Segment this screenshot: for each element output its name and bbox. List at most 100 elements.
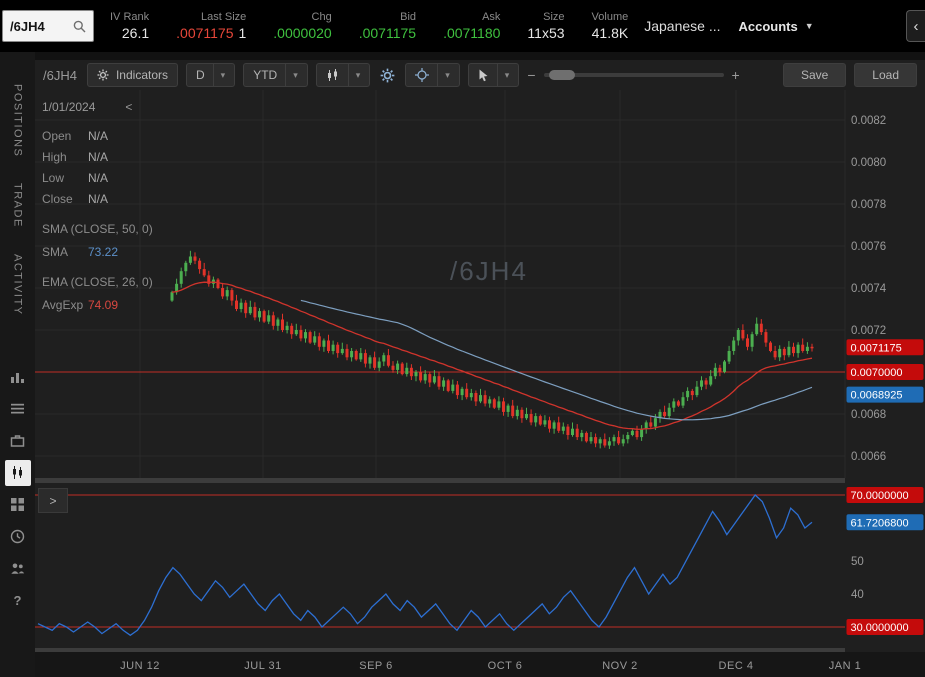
- price-chart-canvas[interactable]: /6JH4 0.0082 0.0080 0.0078 0.0076 0.0074 0.007…: [35, 90, 925, 677]
- svg-text:0.0072: 0.0072: [851, 325, 886, 337]
- svg-text:0.0080: 0.0080: [851, 157, 886, 169]
- sma-header: SMA (CLOSE, 50, 0): [42, 222, 153, 236]
- indicators-label: Indicators: [115, 68, 168, 82]
- people-icon[interactable]: [5, 556, 31, 582]
- symbol-search[interactable]: /6JH4: [2, 10, 94, 42]
- ohlc-close-row: Close N/A: [42, 192, 109, 206]
- sma-line: [300, 299, 813, 421]
- chevron-down-icon: ▾: [496, 64, 509, 86]
- range-value: YTD: [253, 68, 278, 82]
- cursor-tool-dropdown[interactable]: ▾: [467, 63, 520, 87]
- svg-text:40: 40: [851, 589, 864, 601]
- date-step-back-button[interactable]: <: [125, 100, 133, 114]
- time-axis-label: JAN 1: [829, 660, 861, 672]
- stat-label: Size: [543, 11, 565, 23]
- panel-divider[interactable]: [35, 648, 845, 652]
- time-axis-label: JUL 31: [244, 660, 281, 672]
- axis-price-flag: 0.0070000: [846, 364, 924, 380]
- sma-value: 73.22: [88, 245, 119, 259]
- candlestick-series: [170, 250, 814, 449]
- sidebar-tab-activity[interactable]: ACTIVITY: [11, 254, 24, 316]
- sidebar-tabs: POSITIONS TRADE ACTIVITY: [12, 84, 24, 342]
- stat-iv-rank: IV Rank 26.1: [110, 11, 149, 41]
- svg-text:0.0074: 0.0074: [851, 283, 887, 295]
- chevron-down-icon: ▾: [285, 64, 298, 86]
- stat-label: IV Rank: [110, 11, 150, 23]
- zoom-in-button[interactable]: +: [731, 67, 740, 83]
- cursor-icon: [479, 69, 488, 81]
- ema-value-row: AvgExp 74.09: [42, 298, 119, 312]
- crosshair-dropdown[interactable]: ▾: [405, 63, 460, 87]
- time-axis-strip: [35, 652, 925, 677]
- axis-price-flag: 61.7206800: [846, 514, 924, 531]
- load-label: Load: [872, 68, 899, 82]
- indicator-panel-expander[interactable]: >: [38, 488, 68, 513]
- sidebar-tab-positions[interactable]: POSITIONS: [11, 84, 24, 158]
- axis-price-flag: 0.0068925: [846, 386, 924, 403]
- stat-value: .0000020: [273, 25, 332, 41]
- watchlist-icon[interactable]: [5, 396, 31, 422]
- indicators-button[interactable]: Indicators: [86, 63, 178, 87]
- rsi-panel: [35, 494, 845, 637]
- svg-text:?: ?: [14, 593, 22, 608]
- stat-volume: Volume 41.8K: [592, 11, 629, 41]
- left-sidebar: POSITIONS TRADE ACTIVITY ?: [0, 52, 35, 677]
- history-clock-icon[interactable]: [5, 524, 31, 550]
- accounts-menu[interactable]: Accounts ▼: [739, 19, 814, 34]
- stat-value: 41.8K: [591, 25, 629, 41]
- chart-toolbar: /6JH4 Indicators D ▾: [35, 60, 925, 90]
- briefcase-icon[interactable]: [5, 428, 31, 454]
- stat-value: .0071175 1: [176, 25, 247, 41]
- stat-value: 11x53: [527, 25, 565, 41]
- svg-text:30.0000000: 30.0000000: [851, 622, 909, 634]
- chevron-down-icon: ▾: [347, 64, 360, 86]
- stat-value: 26.1: [121, 25, 150, 41]
- chart-grid: [35, 90, 846, 478]
- svg-text:61.7206800: 61.7206800: [851, 517, 909, 529]
- watermark: /6JH4: [450, 256, 528, 286]
- timeframe-dropdown[interactable]: D ▾: [186, 63, 236, 87]
- collapse-panel-button[interactable]: ‹: [906, 10, 925, 42]
- save-button[interactable]: Save: [782, 63, 847, 87]
- stat-label: Ask: [482, 11, 501, 23]
- ohlc-low-row: Low N/A: [42, 171, 109, 185]
- stat-value: .0071180: [443, 25, 501, 41]
- timeframe-value: D: [196, 68, 205, 82]
- ema-header: EMA (CLOSE, 26, 0): [42, 275, 153, 289]
- candlestick-chart-icon[interactable]: [4, 459, 31, 486]
- stat-ask: Ask .0071180: [443, 11, 500, 41]
- svg-text:0.0068: 0.0068: [851, 409, 886, 421]
- stat-label: Chg: [311, 11, 332, 23]
- stat-label: Volume: [591, 11, 629, 23]
- help-icon[interactable]: ?: [5, 588, 31, 614]
- quote-bars-icon[interactable]: [5, 364, 31, 390]
- zoom-out-button[interactable]: −: [527, 67, 536, 83]
- sidebar-tab-trade[interactable]: TRADE: [11, 183, 24, 229]
- time-axis-label: JUN 12: [120, 660, 160, 672]
- load-button[interactable]: Load: [854, 63, 917, 87]
- sma-value-row: SMA 73.22: [42, 245, 119, 259]
- instrument-name: Japanese ...: [644, 18, 721, 34]
- grid-icon[interactable]: [5, 492, 31, 518]
- svg-text:0.0070000: 0.0070000: [851, 367, 903, 379]
- stat-extra: 1: [238, 25, 247, 41]
- ohlc-open-row: Open N/A: [42, 129, 109, 143]
- quote-stats: IV Rank 26.1 Last Size .0071175 1 Chg .0000020…: [110, 11, 628, 41]
- chart-style-dropdown[interactable]: ▾: [315, 63, 371, 87]
- candlestick-style-icon: [327, 68, 337, 81]
- crosshair-icon: [415, 68, 430, 82]
- svg-text:0.0076: 0.0076: [851, 241, 886, 253]
- range-dropdown[interactable]: YTD ▾: [243, 63, 308, 87]
- time-axis-label: NOV 2: [602, 660, 638, 672]
- axis-price-flag: 70.0000000: [846, 487, 924, 503]
- zoom-slider[interactable]: [543, 70, 724, 80]
- search-icon: [73, 20, 86, 32]
- chart-info-overlay: 1/01/2024 < Open N/A High N/A Low N/A: [42, 100, 192, 319]
- topbar: /6JH4 IV Rank 26.1 Last Size .0071175 1 Chg .0…: [0, 0, 925, 52]
- zoom-slider-handle[interactable]: [548, 70, 575, 80]
- time-axis-label: SEP 6: [359, 660, 393, 672]
- panel-divider[interactable]: [35, 478, 845, 483]
- stat-chg: Chg .0000020: [273, 11, 331, 41]
- chart-settings-gear-icon[interactable]: [378, 68, 397, 83]
